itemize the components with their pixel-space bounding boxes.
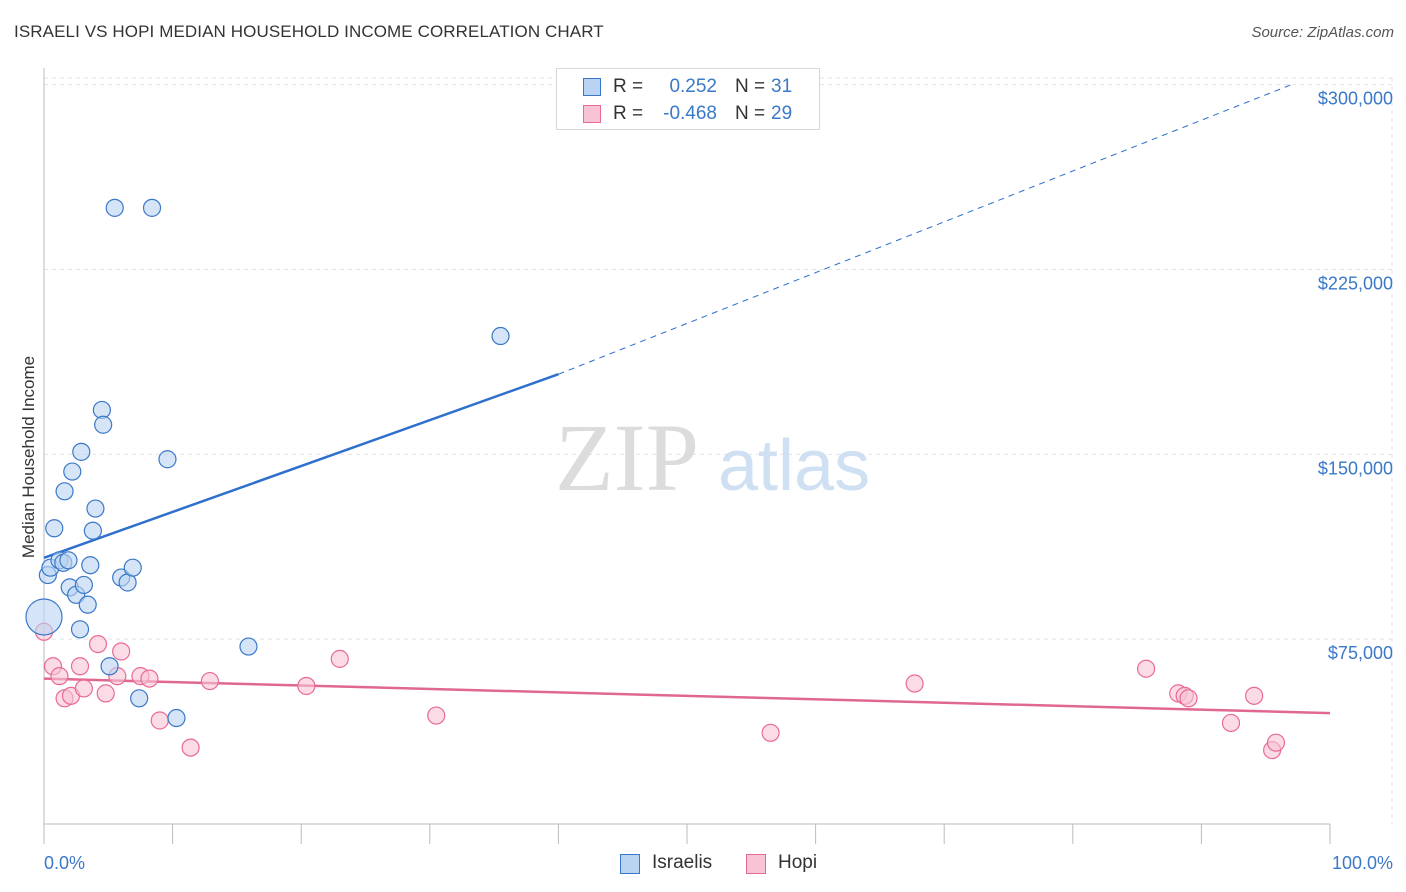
israelis-point (94, 415, 113, 434)
israelis-point (142, 198, 162, 217)
legend-row-israelis: R = 0.252 N = 31 (557, 73, 819, 101)
israelis-point (167, 708, 186, 728)
hopi-point (427, 706, 446, 725)
israelis-legend-label: Israelis (652, 852, 713, 873)
n-value: 29 (771, 103, 793, 124)
hopi-point (88, 634, 108, 654)
x-tick-label-max: 100.0% (1332, 853, 1393, 873)
hopi-point (112, 642, 131, 661)
y-tick-label: $150,000 (1318, 458, 1393, 478)
r-value: 0.252 (669, 76, 717, 97)
axes-layer (43, 68, 1331, 844)
israelis-point (491, 326, 510, 346)
israelis-point (105, 198, 124, 217)
israelis-point (100, 657, 119, 676)
label-layer: $75,000 $150,000 $225,000 $300,000 0.0% 100.0… (19, 89, 1393, 873)
hopi-point (905, 674, 924, 693)
hopi-point (1137, 659, 1156, 678)
hopi-point (1266, 733, 1286, 752)
y-tick-label: $300,000 (1318, 89, 1393, 109)
israelis-point (158, 450, 177, 469)
hopi-trend-line (43, 677, 1331, 715)
watermark: ZIP atlas (555, 404, 870, 511)
hopi-point (297, 676, 316, 696)
hopi-point (200, 671, 219, 691)
y-tick-label: $225,000 (1318, 273, 1393, 293)
stats-legend: R = 0.252 N = 31 R = -0.468 N = 29 (556, 68, 820, 130)
israelis-point (78, 595, 97, 614)
hopi-swatch (583, 105, 601, 123)
hopi-point (1245, 686, 1264, 705)
israelis-point (123, 558, 142, 577)
hopi-point (330, 649, 349, 668)
israelis-swatch (583, 78, 601, 96)
hopi-point (50, 667, 69, 686)
israelis-point (239, 637, 258, 656)
hopi-point (1221, 713, 1241, 733)
n-label: N = (735, 76, 766, 97)
n-label: N = (735, 103, 766, 124)
hopi-point (74, 679, 93, 698)
israelis-legend-swatch (620, 854, 640, 874)
israelis-point (55, 482, 74, 501)
israelis-point (74, 575, 93, 595)
israelis-point (81, 556, 100, 575)
source-label: Source: ZipAtlas.com (1251, 24, 1394, 41)
hopi-point (140, 669, 159, 688)
israelis-point (86, 499, 105, 518)
hopi-legend-label: Hopi (778, 852, 818, 873)
israelis-point (59, 551, 78, 570)
r-value: -0.468 (663, 103, 717, 124)
hopi-point (70, 657, 90, 676)
watermark-atlas: atlas (718, 426, 870, 506)
israelis-point (70, 620, 90, 639)
r-label: R = (613, 103, 644, 124)
israelis-point (45, 519, 64, 538)
israelis-point (83, 521, 102, 540)
hopi-point (96, 684, 115, 703)
y-axis-label: Median Household Income (19, 356, 38, 558)
x-tick-label-min: 0.0% (44, 853, 85, 873)
israelis-point (130, 689, 149, 708)
hopi-point (1179, 689, 1198, 708)
israelis-point (72, 442, 91, 461)
chart-title: ISRAELI VS HOPI MEDIAN HOUSEHOLD INCOME … (14, 22, 604, 41)
israelis-trend-line (43, 373, 559, 560)
hopi-point (150, 711, 169, 730)
y-tick-label: $75,000 (1328, 643, 1393, 663)
israelis-point (25, 598, 63, 636)
hopi-point (181, 738, 200, 757)
legend-row-hopi: R = -0.468 N = 29 (557, 100, 819, 128)
hopi-point (761, 723, 780, 742)
r-label: R = (613, 76, 644, 97)
points-layer (25, 198, 1286, 760)
hopi-legend-swatch (746, 854, 766, 874)
n-value: 31 (771, 76, 793, 97)
israelis-point (63, 462, 82, 481)
watermark-zip: ZIP (555, 404, 699, 511)
trend-layer (43, 84, 1331, 715)
